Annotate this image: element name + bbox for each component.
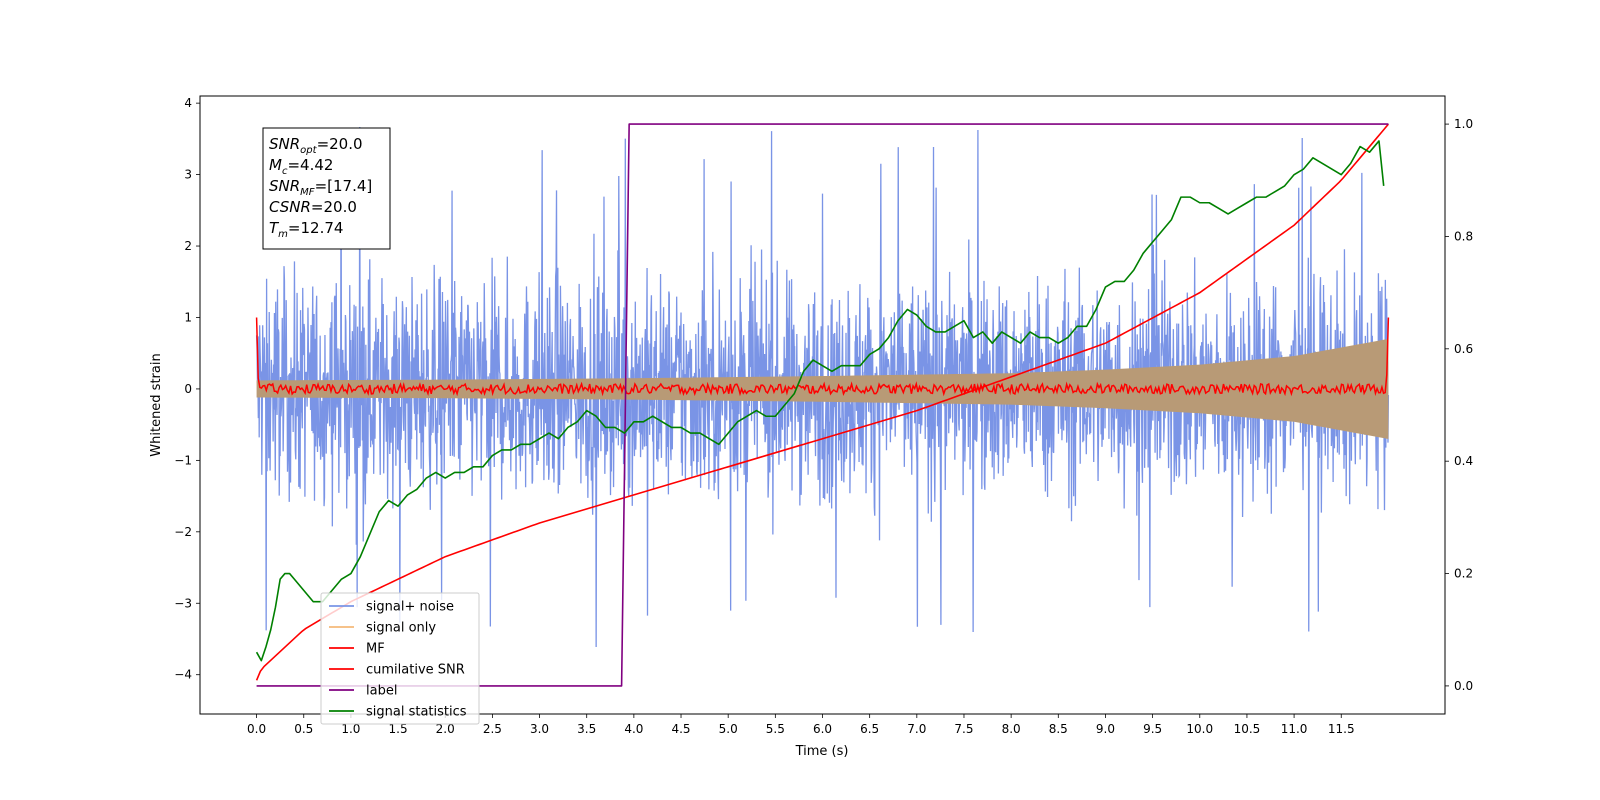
y2-tick-label: 1.0: [1454, 117, 1473, 131]
x-tick-label: 7.5: [954, 722, 973, 736]
x-axis-label: Time (s): [795, 744, 849, 759]
y2-tick-label: 0.0: [1454, 679, 1473, 693]
x-tick-label: 3.0: [530, 722, 549, 736]
x-tick-label: 3.5: [577, 722, 596, 736]
y-tick-label: 2: [184, 239, 192, 253]
y-tick-label: −2: [174, 525, 192, 539]
x-tick-label: 8.0: [1002, 722, 1021, 736]
x-tick-label: 7.0: [907, 722, 926, 736]
legend-frame: [320, 592, 480, 725]
y-tick-label: −3: [174, 596, 192, 610]
x-tick-label: 11.0: [1281, 722, 1308, 736]
series-layer: [255, 123, 1390, 687]
y-tick-label: 3: [184, 168, 192, 182]
info-box-line: Mc=4.42: [269, 156, 333, 177]
x-tick-label: 2.0: [436, 722, 455, 736]
x-tick-label: 8.5: [1049, 722, 1068, 736]
info-box-line: CSNR=20.0: [269, 198, 357, 216]
y-tick-label: −4: [174, 668, 192, 682]
x-tick-label: 6.0: [813, 722, 832, 736]
x-tick-label: 6.5: [860, 722, 879, 736]
x-tick-label: 9.5: [1143, 722, 1162, 736]
x-tick-label: 1.0: [341, 722, 360, 736]
x-tick-label: 0.0: [247, 722, 266, 736]
x-tick-label: 0.5: [294, 722, 313, 736]
legend-label: cumilative SNR: [366, 663, 465, 678]
x-tick-label: 10.0: [1186, 722, 1213, 736]
legend: signal+ noise signal only MF cumilative SNR…: [320, 592, 480, 725]
y-tick-label: −1: [174, 453, 192, 467]
y2-tick-label: 0.6: [1454, 342, 1473, 356]
series-mf: [255, 317, 1390, 397]
y-tick-label: 4: [184, 96, 192, 110]
y2-tick-label: 0.8: [1454, 229, 1473, 243]
y-tick-label: 0: [184, 382, 192, 396]
x-tick-label: 5.5: [766, 722, 785, 736]
y2-tick-label: 0.4: [1454, 454, 1473, 468]
info-box-line: Tm=12.74: [269, 219, 343, 240]
x-tick-label: 10.5: [1234, 722, 1261, 736]
info-box-line: SNRMF=[17.4]: [269, 177, 372, 198]
ticks-layer: 0.0 0.5 1.0 1.5 2.0 2.5 3.0 3.5 4.0 4.5 5.0 5.5 6.0 6…: [174, 96, 1473, 736]
x-tick-label: 5.0: [719, 722, 738, 736]
series-signal-statistics: [255, 140, 1385, 662]
series-cumulative-snr: [255, 123, 1390, 681]
x-tick-label: 4.0: [624, 722, 643, 736]
legend-label: label: [366, 684, 397, 699]
legend-label: signal+ noise: [366, 600, 454, 615]
x-tick-label: 11.5: [1328, 722, 1355, 736]
info-box-line: SNRopt=20.0: [269, 135, 363, 156]
legend-label: MF: [366, 642, 385, 657]
x-tick-label: 9.0: [1096, 722, 1115, 736]
legend-label: signal statistics: [366, 705, 467, 720]
y2-tick-label: 0.2: [1454, 567, 1473, 581]
info-box-frame: [262, 127, 391, 250]
x-tick-label: 2.5: [483, 722, 502, 736]
legend-label: signal only: [366, 621, 436, 636]
x-tick-label: 1.5: [389, 722, 408, 736]
y-tick-label: 1: [184, 310, 192, 324]
x-tick-label: 4.5: [671, 722, 690, 736]
y-axis-label: Whitened strain: [149, 353, 164, 456]
